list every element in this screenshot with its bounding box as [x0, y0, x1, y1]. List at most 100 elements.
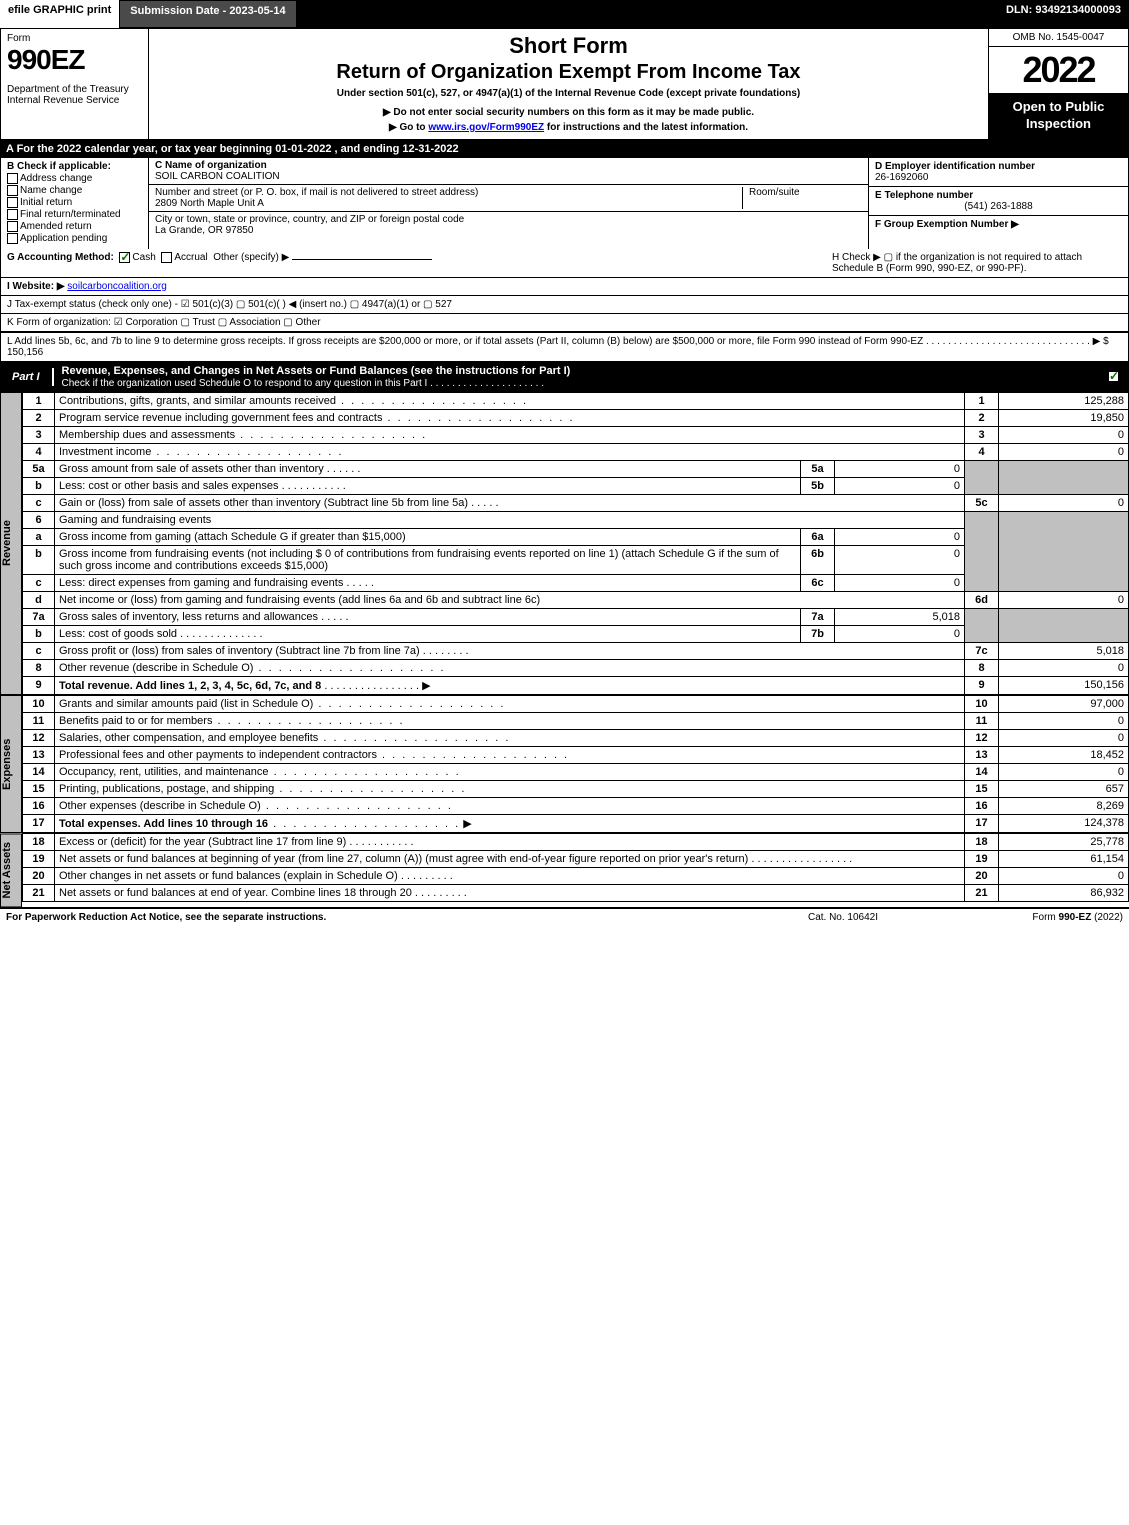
- line6c-sub: 6c: [801, 574, 835, 591]
- line5a-label: Gross amount from sale of assets other t…: [59, 463, 324, 475]
- i-label: I Website: ▶: [7, 281, 65, 292]
- line18-amt: 25,778: [999, 833, 1129, 850]
- form-header: Form 990EZ Department of the Treasury In…: [0, 28, 1129, 140]
- footer-right: Form 990-EZ (2022): [943, 912, 1123, 923]
- irs-link[interactable]: www.irs.gov/Form990EZ: [428, 122, 544, 133]
- line6b-val: 0: [835, 545, 965, 574]
- b-name-change[interactable]: Name change: [7, 185, 142, 196]
- line14-amt: 0: [999, 763, 1129, 780]
- page-footer: For Paperwork Reduction Act Notice, see …: [0, 907, 1129, 926]
- line3-no: 3: [965, 426, 999, 443]
- g-cash-check[interactable]: [119, 252, 130, 263]
- line9-label: Total revenue. Add lines 1, 2, 3, 4, 5c,…: [59, 680, 321, 692]
- note-link-post: for instructions and the latest informat…: [544, 122, 748, 133]
- l-value: 150,156: [7, 347, 43, 358]
- line10-no: 10: [965, 695, 999, 712]
- line17-no: 17: [965, 814, 999, 832]
- line7b-sub: 7b: [801, 625, 835, 642]
- form-number: 990EZ: [7, 44, 142, 76]
- part1-title: Revenue, Expenses, and Changes in Net As…: [62, 365, 571, 377]
- website-link[interactable]: soilcarboncoalition.org: [67, 281, 167, 292]
- line6c-val: 0: [835, 574, 965, 591]
- line7c-no: 7c: [965, 642, 999, 659]
- line4-amt: 0: [999, 443, 1129, 460]
- efile-label: efile GRAPHIC print: [0, 0, 119, 28]
- line5b-sub: 5b: [801, 477, 835, 494]
- line6a-label: Gross income from gaming (attach Schedul…: [59, 531, 406, 543]
- line6d-amt: 0: [999, 591, 1129, 608]
- line12-no: 12: [965, 729, 999, 746]
- col-b: B Check if applicable: Address change Na…: [1, 158, 149, 249]
- line7a-sub: 7a: [801, 608, 835, 625]
- line16-label: Other expenses (describe in Schedule O): [59, 800, 261, 812]
- line5c-no: 5c: [965, 494, 999, 511]
- part1-tab: Part I: [0, 368, 54, 386]
- line10-label: Grants and similar amounts paid (list in…: [59, 698, 313, 710]
- line6d-label: Net income or (loss) from gaming and fun…: [59, 594, 540, 606]
- line14-no: 14: [965, 763, 999, 780]
- c-city-label: City or town, state or province, country…: [155, 214, 862, 225]
- section-j: J Tax-exempt status (check only one) - ☑…: [0, 296, 1129, 314]
- section-a: A For the 2022 calendar year, or tax yea…: [0, 140, 1129, 158]
- line11-amt: 0: [999, 712, 1129, 729]
- topbar: efile GRAPHIC print Submission Date - 20…: [0, 0, 1129, 28]
- line6c-label: Less: direct expenses from gaming and fu…: [59, 577, 343, 589]
- ein: 26-1692060: [875, 172, 1122, 183]
- line4-no: 4: [965, 443, 999, 460]
- subtitle: Under section 501(c), 527, or 4947(a)(1)…: [159, 88, 978, 99]
- b-application-pending[interactable]: Application pending: [7, 233, 142, 244]
- g-accrual-check[interactable]: [161, 252, 172, 263]
- line5b-label: Less: cost or other basis and sales expe…: [59, 480, 279, 492]
- telephone: (541) 263-1888: [875, 201, 1122, 212]
- c-street-label: Number and street (or P. O. box, if mail…: [155, 187, 742, 198]
- g-other: Other (specify) ▶: [213, 252, 289, 263]
- form-label: Form: [7, 33, 142, 44]
- line5c-label: Gain or (loss) from sale of assets other…: [59, 497, 468, 509]
- f-label: F Group Exemption Number ▶: [875, 219, 1019, 230]
- omb-number: OMB No. 1545-0047: [989, 29, 1128, 47]
- line19-no: 19: [965, 850, 999, 867]
- line15-amt: 657: [999, 780, 1129, 797]
- b-final-return[interactable]: Final return/terminated: [7, 209, 142, 220]
- b-amended-return[interactable]: Amended return: [7, 221, 142, 232]
- footer-left: For Paperwork Reduction Act Notice, see …: [6, 912, 743, 923]
- netassets-table: 18Excess or (deficit) for the year (Subt…: [22, 833, 1129, 902]
- section-k: K Form of organization: ☑ Corporation ▢ …: [0, 314, 1129, 333]
- line7c-amt: 5,018: [999, 642, 1129, 659]
- line5a-val: 0: [835, 460, 965, 477]
- line15-no: 15: [965, 780, 999, 797]
- g-label: G Accounting Method:: [7, 252, 114, 263]
- line14-label: Occupancy, rent, utilities, and maintena…: [59, 766, 269, 778]
- revenue-section: Revenue 1Contributions, gifts, grants, a…: [0, 392, 1129, 695]
- line20-amt: 0: [999, 867, 1129, 884]
- tax-year: 2022: [989, 47, 1128, 93]
- room-suite-label: Room/suite: [742, 187, 862, 209]
- line8-no: 8: [965, 659, 999, 676]
- dln: DLN: 93492134000093: [998, 0, 1129, 28]
- line21-no: 21: [965, 884, 999, 901]
- line13-no: 13: [965, 746, 999, 763]
- part1-scheduleo-check[interactable]: [1108, 371, 1119, 382]
- expenses-table: 10 Grants and similar amounts paid (list …: [22, 695, 1129, 833]
- line20-label: Other changes in net assets or fund bala…: [59, 870, 398, 882]
- b-initial-return[interactable]: Initial return: [7, 197, 142, 208]
- d-label: D Employer identification number: [875, 161, 1122, 172]
- line5c-amt: 0: [999, 494, 1129, 511]
- line7b-label: Less: cost of goods sold: [59, 628, 177, 640]
- line1-label: Contributions, gifts, grants, and simila…: [59, 395, 336, 407]
- line3-amt: 0: [999, 426, 1129, 443]
- b-address-change[interactable]: Address change: [7, 173, 142, 184]
- b-header: B Check if applicable:: [7, 161, 142, 172]
- g-accrual: Accrual: [174, 252, 207, 263]
- line6-label: Gaming and fundraising events: [55, 511, 965, 528]
- section-l: L Add lines 5b, 6c, and 7b to line 9 to …: [0, 333, 1129, 362]
- line1-no: 1: [965, 392, 999, 409]
- part1-header: Part I Revenue, Expenses, and Changes in…: [0, 362, 1129, 392]
- line10-amt: 97,000: [999, 695, 1129, 712]
- department: Department of the Treasury Internal Reve…: [7, 84, 142, 106]
- section-bcdef: B Check if applicable: Address change Na…: [0, 158, 1129, 249]
- col-def: D Employer identification number 26-1692…: [868, 158, 1128, 249]
- line4-label: Investment income: [59, 446, 151, 458]
- line11-no: 11: [965, 712, 999, 729]
- line2-no: 2: [965, 409, 999, 426]
